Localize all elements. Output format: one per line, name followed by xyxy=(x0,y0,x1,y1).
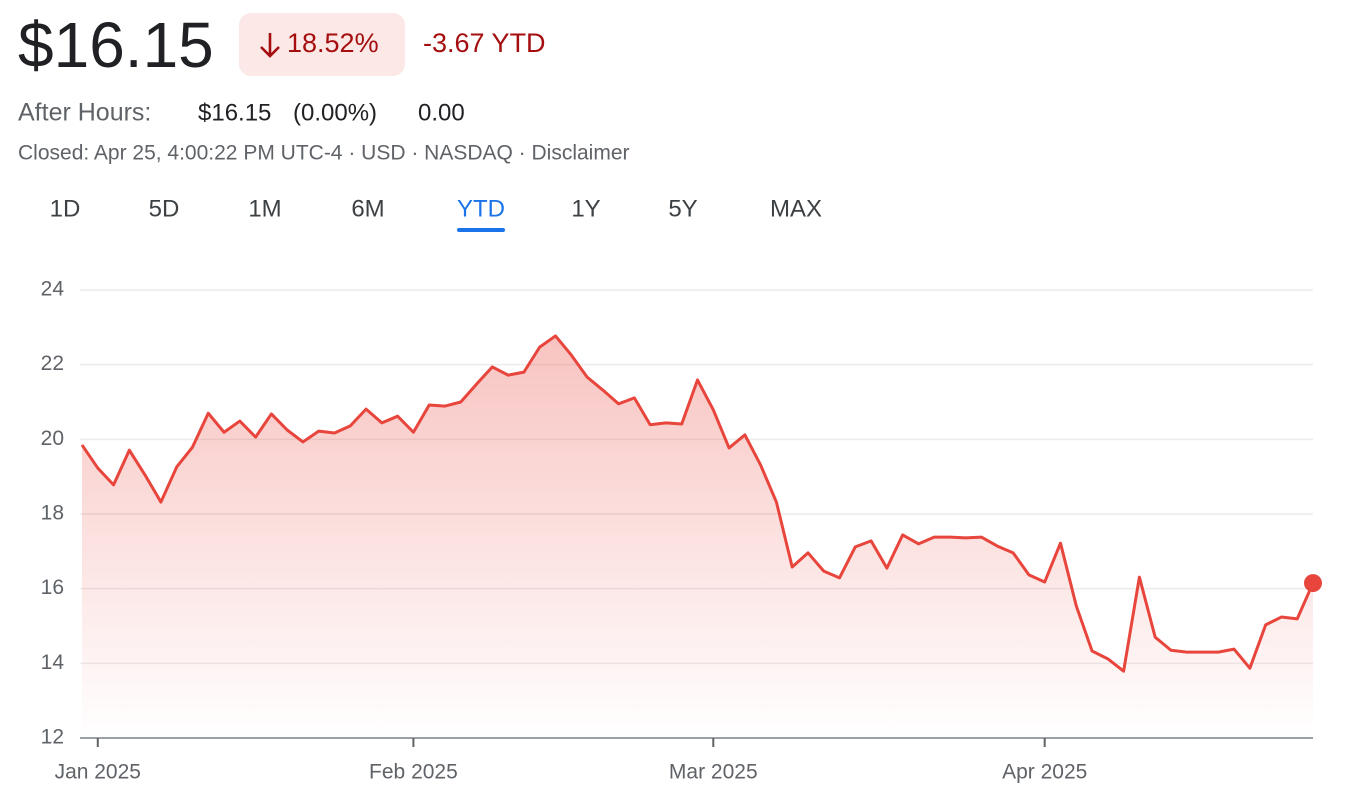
y-tick-label: 12 xyxy=(41,726,64,749)
range-tab[interactable]: MAX xyxy=(770,195,822,222)
range-tab[interactable]: 5Y xyxy=(668,195,697,222)
price: $16.15 xyxy=(18,9,214,81)
y-tick-label: 14 xyxy=(41,651,65,674)
area-fill xyxy=(82,335,1313,738)
x-tick-label: Jan 2025 xyxy=(55,761,141,784)
chart: 12 14 16 18 20 22 24 Jan 2025 Feb 2025 Mar 2025 Ap… xyxy=(41,278,1322,784)
change-percent: 18.52% xyxy=(287,28,379,58)
x-tick-label: Feb 2025 xyxy=(369,761,458,784)
range-tab[interactable]: YTD xyxy=(457,195,505,222)
range-tabs: 1D 5D 1M 6M YTD 1Y 5Y MAX xyxy=(50,195,822,232)
y-tick-label: 22 xyxy=(41,352,64,375)
after-hours-price: $16.15 xyxy=(198,99,271,126)
after-hours-label: After Hours: xyxy=(18,99,151,127)
active-tab-indicator xyxy=(457,228,505,232)
last-point xyxy=(1304,574,1322,593)
down-arrow-icon xyxy=(260,33,280,58)
range-tab[interactable]: 5D xyxy=(149,195,180,222)
change-badge xyxy=(239,13,405,76)
after-hours-percent: (0.00%) xyxy=(293,99,377,126)
change-ytd: -3.67 YTD xyxy=(423,28,546,58)
range-tab[interactable]: 1Y xyxy=(571,195,600,222)
range-tab[interactable]: 6M xyxy=(351,195,384,222)
after-hours-change: 0.00 xyxy=(418,99,465,126)
x-tick-label: Apr 2025 xyxy=(1002,761,1087,784)
x-tick-label: Mar 2025 xyxy=(669,761,758,784)
y-tick-label: 24 xyxy=(41,278,65,301)
y-tick-label: 18 xyxy=(41,502,64,525)
range-tab[interactable]: 1D xyxy=(50,195,81,222)
market-status: Closed: Apr 25, 4:00:22 PM UTC-4 · USD ·… xyxy=(18,142,630,165)
price-line xyxy=(80,334,1315,673)
y-tick-label: 16 xyxy=(41,576,64,599)
y-tick-label: 20 xyxy=(41,427,64,450)
range-tab[interactable]: 1M xyxy=(248,195,281,222)
